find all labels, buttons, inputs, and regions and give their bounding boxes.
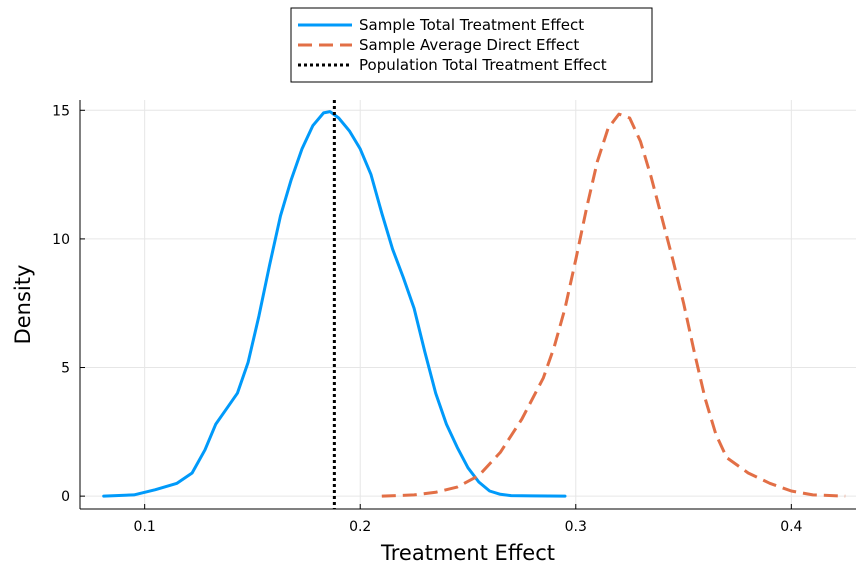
legend: Sample Total Treatment Effect Sample Aver…	[290, 7, 653, 83]
tick-labels: 0.1 0.2 0.3 0.4 0 5 10 15	[52, 103, 802, 535]
legend-label: Sample Total Treatment Effect	[359, 16, 584, 34]
legend-label: Sample Average Direct Effect	[359, 36, 579, 54]
series-layer	[102, 100, 846, 509]
grid-lines	[80, 100, 856, 509]
y-axis-title: Density	[11, 265, 35, 345]
y-tick-label: 0	[61, 489, 70, 505]
x-tick-label: 0.3	[565, 519, 587, 535]
y-tick-label: 10	[52, 232, 70, 248]
sample-total-effect-line	[102, 110, 567, 498]
y-tick-label: 5	[61, 361, 70, 377]
sample-direct-effect-line	[381, 112, 846, 498]
y-tick-label: 15	[52, 103, 70, 119]
x-axis-title: Treatment Effect	[380, 541, 555, 565]
legend-label: Population Total Treatment Effect	[359, 56, 607, 74]
x-tick-label: 0.2	[349, 519, 371, 535]
x-tick-label: 0.1	[134, 519, 156, 535]
x-tick-label: 0.4	[780, 519, 802, 535]
axes	[79, 100, 856, 510]
